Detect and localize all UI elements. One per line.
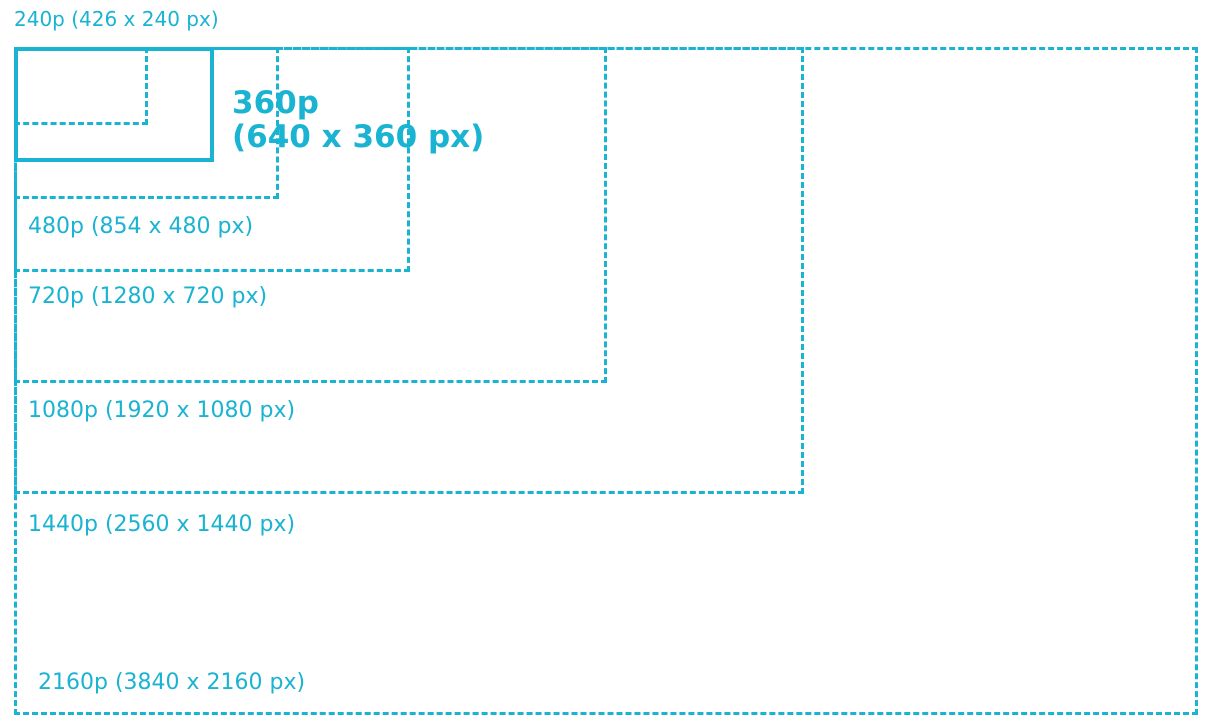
- box-240p: [14, 47, 148, 125]
- label-720p: 720p (1280 x 720 px): [28, 284, 268, 309]
- label-240p: 240p (426 x 240 px): [14, 7, 219, 31]
- label-360p: 360p (640 x 360 px): [232, 86, 484, 154]
- label-1080p: 1080p (1920 x 1080 px): [28, 398, 296, 423]
- label-1440p: 1440p (2560 x 1440 px): [28, 512, 296, 537]
- label-360p-line1: 360p: [232, 85, 319, 121]
- label-2160p: 2160p (3840 x 2160 px): [38, 670, 306, 695]
- label-480p: 480p (854 x 480 px): [28, 214, 254, 239]
- label-360p-line2: (640 x 360 px): [232, 119, 485, 155]
